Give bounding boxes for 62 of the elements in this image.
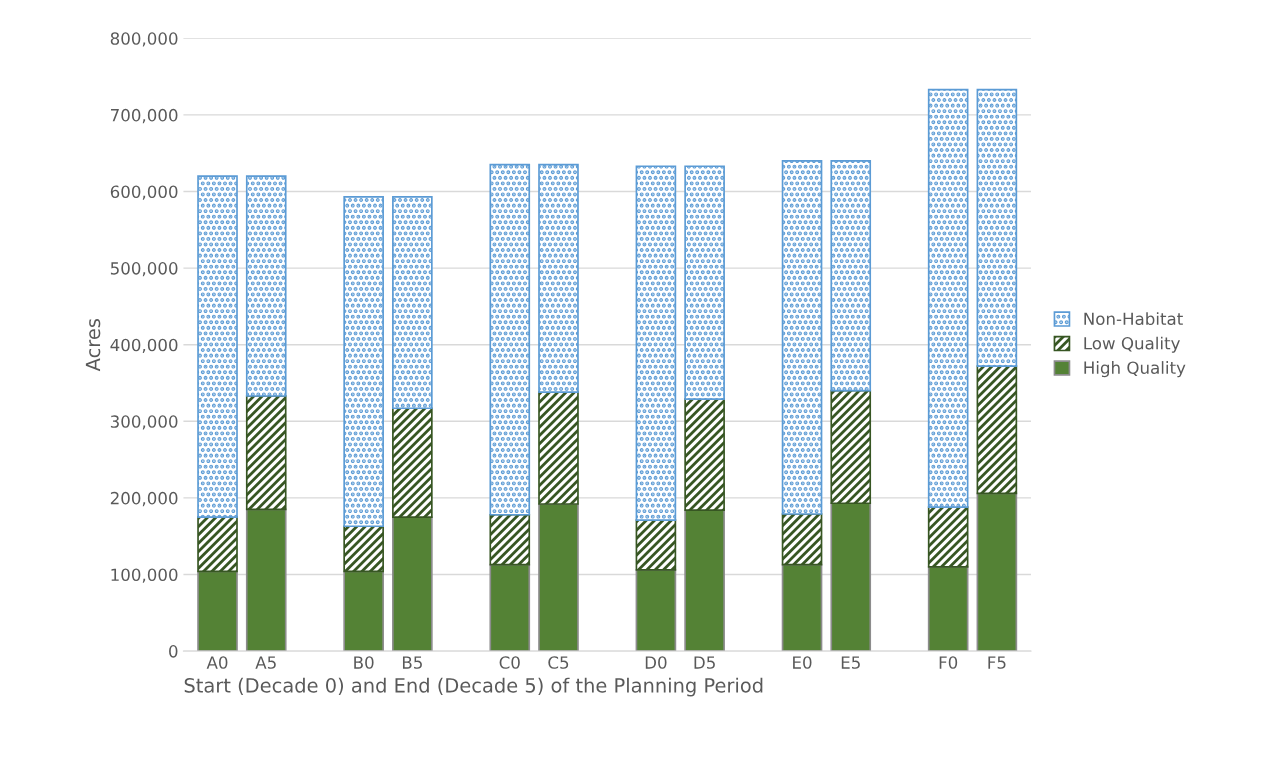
x-tick-label: F5 (988, 656, 1006, 669)
x-tick-label: B0 (354, 656, 374, 669)
bar (635, 569, 677, 652)
x-tick-label: B5 (402, 656, 422, 669)
y-axis-title: Acres (85, 319, 101, 372)
x-tick-label: E0 (793, 656, 812, 669)
legend-label: Non-Habitat (1084, 312, 1183, 326)
legend-label: High Quality (1084, 361, 1186, 378)
bar (392, 516, 433, 652)
bar (392, 196, 433, 410)
y-tick-label: 0 (169, 645, 178, 658)
bar (538, 391, 579, 505)
bar (197, 175, 238, 518)
bar (489, 513, 531, 566)
bar (538, 503, 579, 652)
x-tick-label: A5 (255, 656, 276, 669)
bar (343, 570, 384, 652)
y-tick-label: 600,000 (110, 185, 178, 200)
bar (489, 163, 531, 516)
bar (245, 395, 287, 511)
bar (976, 88, 1018, 367)
bar (538, 163, 579, 394)
bar (684, 509, 725, 652)
bar (489, 563, 531, 652)
x-tick-label: D5 (694, 656, 715, 669)
bar (927, 88, 969, 508)
y-tick-label: 500,000 (110, 262, 178, 277)
y-tick-label: 800,000 (110, 32, 178, 47)
bar (976, 365, 1018, 495)
y-tick-label: 200,000 (110, 491, 178, 507)
legend-label: Low Quality (1084, 336, 1180, 353)
x-axis-title: Start (Decade 0) and End (Decade 5) of the Planning Period (184, 677, 763, 697)
bar (927, 566, 969, 652)
x-tick-label: C5 (548, 656, 569, 669)
x-tick-label: A0 (206, 656, 228, 669)
bar (392, 407, 433, 518)
y-tick-label: 700,000 (111, 108, 178, 124)
bar (343, 196, 384, 528)
bar (245, 508, 287, 652)
bar (830, 160, 872, 392)
bar (343, 525, 384, 573)
bar (830, 389, 872, 505)
bar (635, 165, 677, 521)
x-tick-label: F0 (939, 656, 958, 669)
bar (684, 398, 725, 511)
bar (684, 165, 725, 400)
y-tick-label: 300,000 (110, 415, 178, 430)
bar (976, 492, 1018, 652)
bar (635, 519, 677, 571)
bar (197, 570, 238, 652)
bar (781, 160, 823, 515)
bar (927, 506, 969, 568)
bar (245, 175, 287, 397)
x-tick-label: C0 (499, 656, 520, 669)
y-tick-label: 100,000 (111, 568, 178, 583)
bar (830, 502, 872, 652)
y-tick-label: 400,000 (110, 338, 178, 353)
bar (781, 563, 823, 652)
bar (197, 516, 238, 573)
bar (781, 513, 823, 566)
x-tick-label: E5 (841, 656, 860, 669)
x-tick-label: D0 (645, 656, 667, 669)
